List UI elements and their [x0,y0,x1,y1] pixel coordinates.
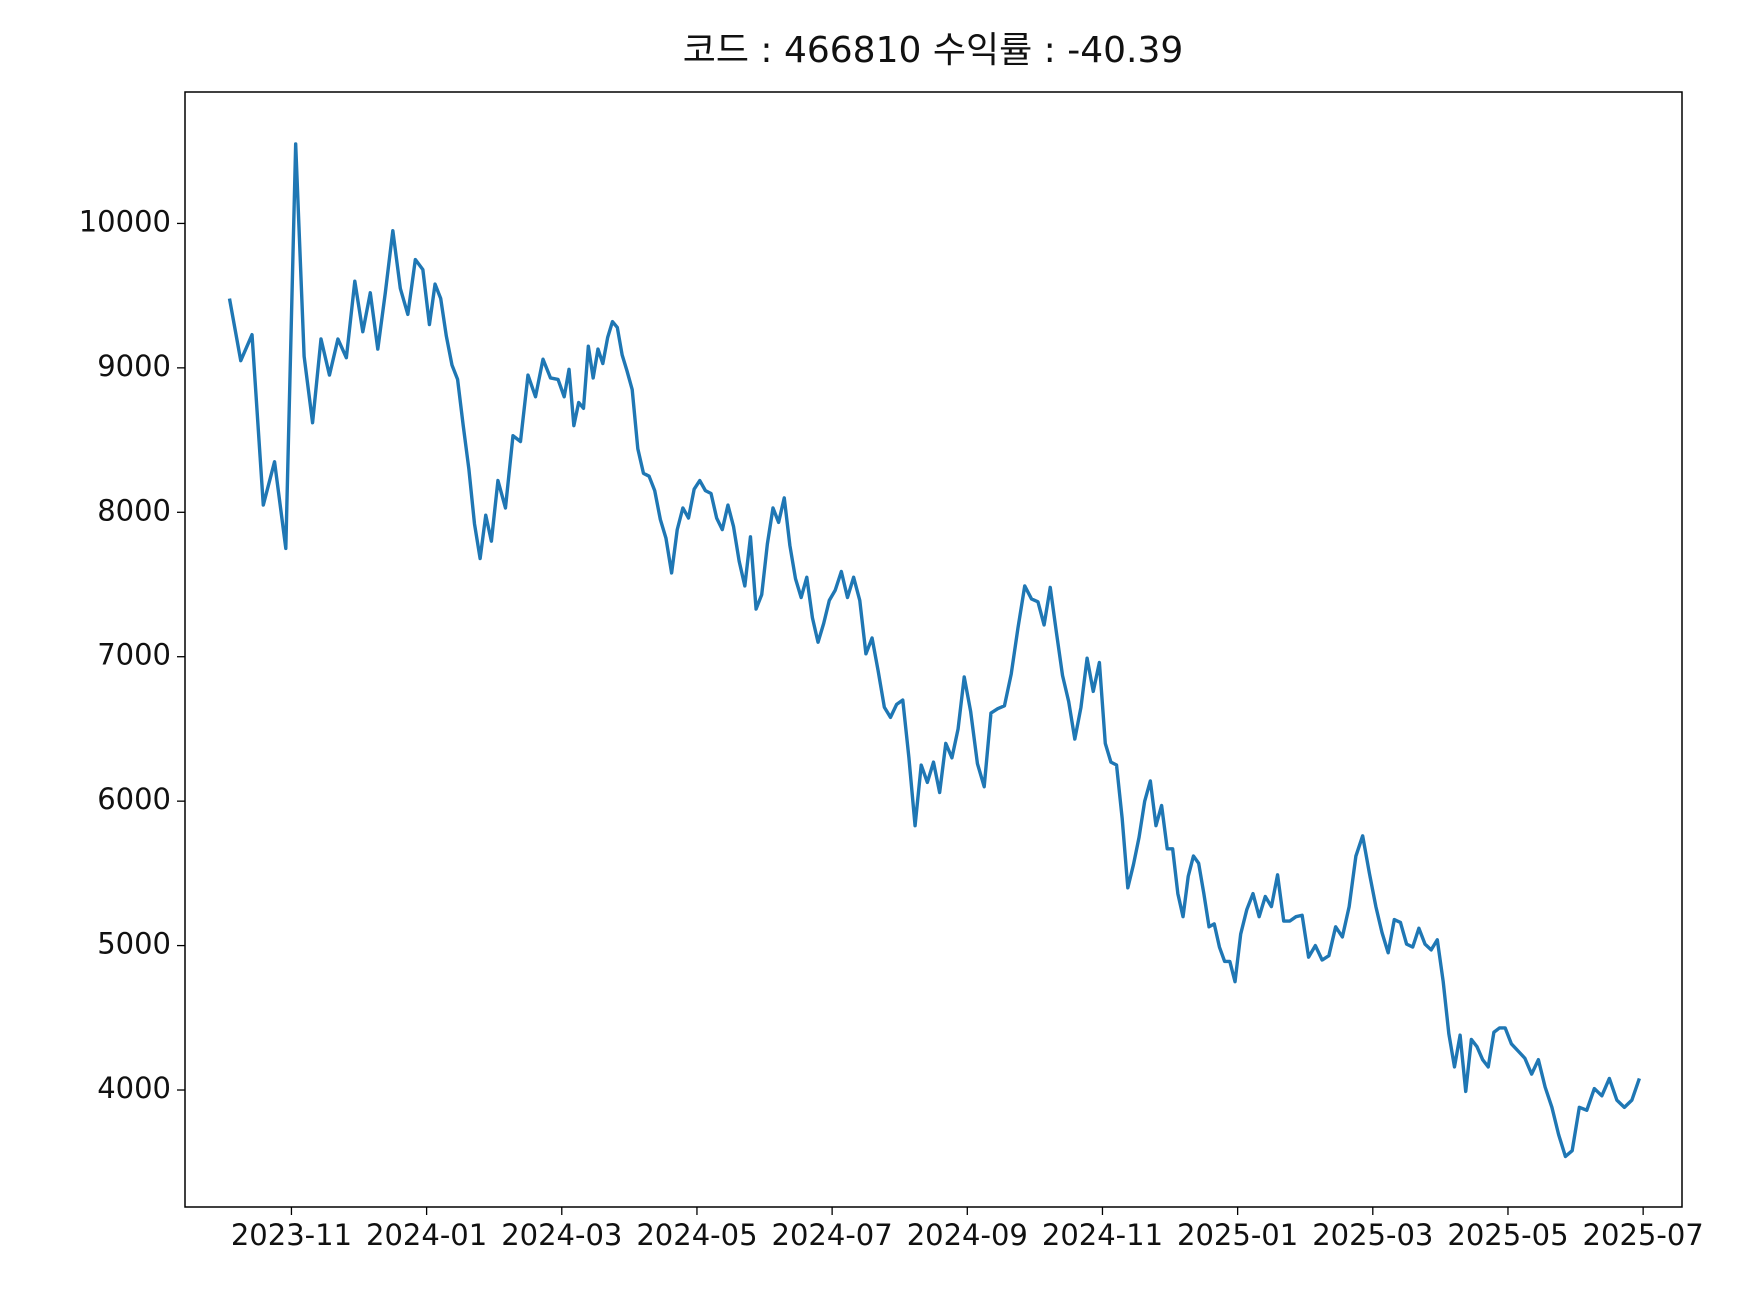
chart-title: 코드 : 466810 수익률 : -40.39 [683,30,1184,71]
y-tick-label: 9000 [97,349,171,383]
x-tick-label: 2024-07 [772,1218,893,1252]
x-tick-label: 2025-03 [1312,1218,1433,1252]
plot-frame [184,91,1683,1208]
x-tick-label: 2023-11 [231,1218,352,1252]
price-line [227,142,1641,1159]
x-tick-label: 2024-01 [366,1218,487,1252]
y-tick-label: 8000 [97,493,171,527]
y-tick-label: 4000 [97,1071,171,1105]
y-tick-label: 10000 [79,204,171,238]
x-tick-label: 2024-11 [1042,1218,1163,1252]
y-tick-label: 7000 [97,638,171,672]
y-tick-label: 5000 [97,927,171,961]
x-tick-label: 2024-03 [501,1218,622,1252]
x-tick-label: 2025-05 [1447,1218,1568,1252]
x-tick-label: 2024-05 [636,1218,757,1252]
x-tick-label: 2025-07 [1583,1218,1704,1252]
y-tick-label: 6000 [97,782,171,816]
x-tick-label: 2024-09 [907,1218,1028,1252]
x-tick-label: 2025-01 [1177,1218,1298,1252]
